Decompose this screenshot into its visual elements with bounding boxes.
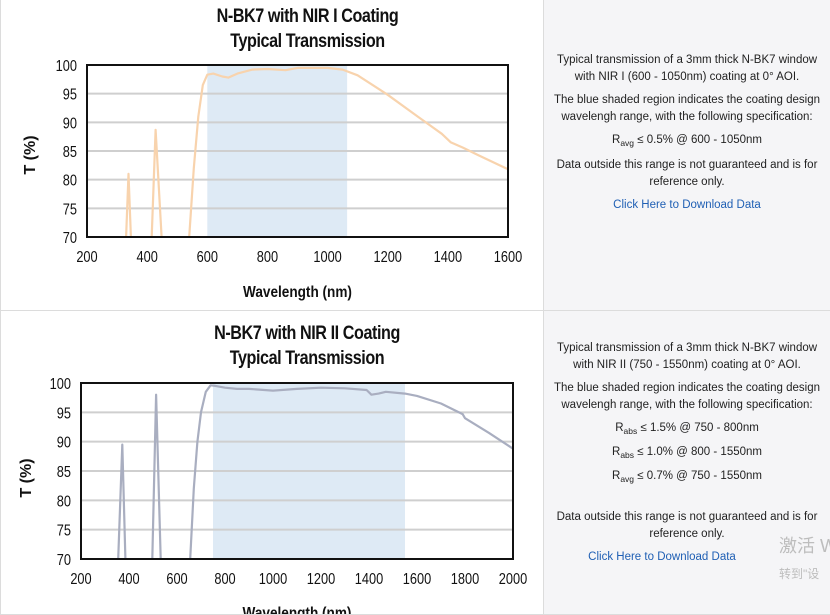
transmission-curve bbox=[189, 384, 514, 560]
y-tick-label: 80 bbox=[57, 493, 71, 511]
x-tick-label: 1000 bbox=[259, 571, 287, 589]
x-tick-label: 800 bbox=[257, 249, 278, 267]
x-tick-label: 1200 bbox=[373, 249, 401, 267]
x-tick-label: 2000 bbox=[499, 571, 527, 589]
transmission-curve bbox=[188, 66, 509, 238]
chart-row-nir-i: N-BK7 with NIR I Coating Typical Transmis… bbox=[0, 0, 830, 311]
x-tick-label: 1200 bbox=[307, 571, 335, 589]
spec-line: Rabs ≤ 1.5% @ 750 - 800nm bbox=[548, 420, 826, 437]
download-data-link[interactable]: Click Here to Download Data bbox=[613, 199, 761, 211]
chart-title: N-BK7 with NIR I Coating bbox=[217, 5, 399, 27]
download-data-link[interactable]: Click Here to Download Data bbox=[588, 551, 736, 563]
transmission-curve bbox=[117, 443, 127, 560]
x-tick-label: 1600 bbox=[494, 249, 522, 267]
y-tick-label: 90 bbox=[63, 115, 77, 133]
y-tick-label: 80 bbox=[63, 172, 77, 190]
y-tick-label: 95 bbox=[57, 405, 71, 423]
chart-title: N-BK7 with NIR II Coating bbox=[214, 322, 400, 344]
shaded-note: The blue shaded region indicates the coa… bbox=[554, 94, 820, 123]
x-axis-label: Wavelength (nm) bbox=[243, 605, 352, 614]
chart-subtitle: Typical Transmission bbox=[230, 347, 384, 369]
activation-watermark-line1: 激活 W bbox=[779, 536, 830, 556]
spec-subscript: abs bbox=[623, 426, 638, 436]
chart-row-nir-ii: N-BK7 with NIR II Coating Typical Transmi… bbox=[0, 311, 830, 615]
x-axis-label: Wavelength (nm) bbox=[243, 284, 352, 301]
y-axis-label: T (%) bbox=[18, 458, 35, 497]
x-tick-label: 1400 bbox=[434, 249, 462, 267]
x-tick-label: 1000 bbox=[313, 249, 341, 267]
spec-line: Ravg ≤ 0.5% @ 600 - 1050nm bbox=[548, 132, 826, 149]
y-tick-label: 70 bbox=[63, 230, 77, 248]
y-tick-label: 90 bbox=[57, 434, 71, 452]
description: Typical transmission of a 3mm thick N-BK… bbox=[556, 342, 818, 371]
x-tick-label: 1400 bbox=[355, 571, 383, 589]
activation-watermark-line2: 转到"设 bbox=[779, 567, 820, 581]
chart-cell-nir-i: N-BK7 with NIR I Coating Typical Transmis… bbox=[0, 0, 544, 310]
description: Typical transmission of a 3mm thick N-BK… bbox=[556, 54, 818, 83]
y-axis-label: T (%) bbox=[22, 135, 39, 174]
spec-subscript: avg bbox=[620, 138, 635, 148]
x-tick-label: 1800 bbox=[451, 571, 479, 589]
spec-subscript: abs bbox=[620, 450, 635, 460]
x-tick-label: 600 bbox=[197, 249, 218, 267]
spec-symbol: R bbox=[615, 422, 624, 434]
x-tick-label: 1600 bbox=[403, 571, 431, 589]
spec-symbol: R bbox=[612, 446, 621, 458]
spec-text: ≤ 1.5% @ 750 - 800nm bbox=[640, 422, 759, 434]
info-panel-nir-ii: Typical transmission of a 3mm thick N-BK… bbox=[544, 311, 830, 614]
spec-text: ≤ 1.0% @ 800 - 1550nm bbox=[637, 446, 762, 458]
x-tick-label: 200 bbox=[70, 571, 91, 589]
transmission-curve bbox=[125, 172, 132, 238]
x-tick-label: 600 bbox=[166, 571, 187, 589]
chart-subtitle: Typical Transmission bbox=[230, 30, 384, 52]
spec-line: Ravg ≤ 0.7% @ 750 - 1550nm bbox=[548, 468, 826, 485]
spec-text: ≤ 0.5% @ 600 - 1050nm bbox=[637, 134, 762, 146]
disclaimer: Data outside this range is not guarantee… bbox=[556, 511, 818, 540]
spec-symbol: R bbox=[612, 470, 621, 482]
spec-text: ≤ 0.7% @ 750 - 1550nm bbox=[637, 470, 762, 482]
transmission-curve bbox=[150, 128, 163, 238]
chart-nir-ii: N-BK7 with NIR II Coating Typical Transmi… bbox=[18, 322, 527, 614]
shaded-note: The blue shaded region indicates the coa… bbox=[554, 382, 820, 411]
disclaimer: Data outside this range is not guarantee… bbox=[556, 159, 818, 188]
spec-subscript: avg bbox=[620, 474, 635, 484]
x-tick-label: 400 bbox=[136, 249, 157, 267]
plot-frame bbox=[80, 382, 514, 560]
chart-cell-nir-ii: N-BK7 with NIR II Coating Typical Transmi… bbox=[0, 311, 544, 614]
y-tick-label: 85 bbox=[63, 144, 77, 162]
transmission-curve bbox=[151, 393, 162, 560]
y-tick-label: 95 bbox=[63, 86, 77, 104]
spec-symbol: R bbox=[612, 134, 621, 146]
y-tick-label: 75 bbox=[63, 201, 77, 219]
x-tick-label: 800 bbox=[214, 571, 235, 589]
spec-line: Rabs ≤ 1.0% @ 800 - 1550nm bbox=[548, 444, 826, 461]
y-tick-label: 85 bbox=[57, 464, 71, 482]
x-tick-label: 200 bbox=[76, 249, 97, 267]
y-tick-label: 70 bbox=[57, 552, 71, 570]
plot-frame bbox=[86, 64, 509, 238]
y-tick-label: 100 bbox=[50, 376, 71, 394]
x-tick-label: 400 bbox=[118, 571, 139, 589]
y-tick-label: 75 bbox=[57, 522, 71, 540]
info-panel-nir-i: Typical transmission of a 3mm thick N-BK… bbox=[544, 0, 830, 310]
y-tick-label: 100 bbox=[56, 58, 77, 76]
chart-nir-i: N-BK7 with NIR I Coating Typical Transmis… bbox=[22, 5, 522, 302]
